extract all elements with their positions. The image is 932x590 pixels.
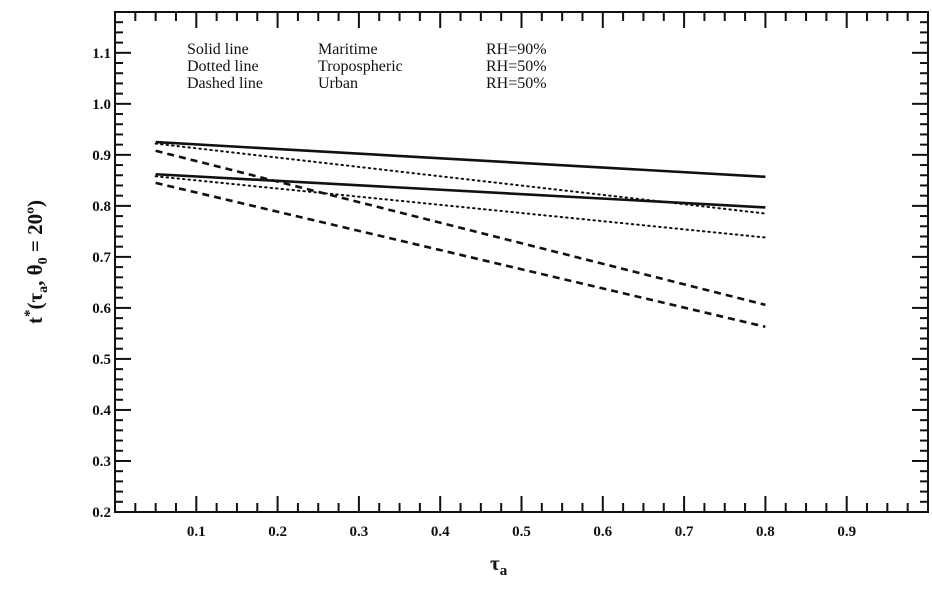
legend-rh: RH=50% <box>486 75 547 92</box>
legend-model: Tropospheric <box>318 58 403 75</box>
series-line-solid-1 <box>155 172 766 209</box>
legend-rh: RH=50% <box>486 58 547 75</box>
legend-style: Dashed line <box>187 75 263 92</box>
y-tick-label: 0.9 <box>92 148 111 164</box>
y-axis-title: t*(τa, θ0 = 20º) <box>22 200 51 324</box>
series-line-dotted-2 <box>154 142 767 215</box>
x-axis-title-main: τ <box>490 551 500 575</box>
y-tick-label: 0.4 <box>92 403 111 419</box>
y-title-tau-sub: a <box>36 286 51 293</box>
legend-model: Maritime <box>318 41 378 58</box>
x-tick-label: 0.2 <box>268 524 287 540</box>
series-line-dotted-3 <box>154 175 767 239</box>
series-lines <box>154 140 767 329</box>
x-tick-label: 0.3 <box>350 524 369 540</box>
legend-style: Solid line <box>187 41 249 58</box>
y-tick-label: 0.8 <box>92 199 111 215</box>
legend: Solid line Maritime RH=90% Dotted line Tropo… <box>187 41 547 92</box>
x-tick-label: 0.5 <box>512 524 531 540</box>
y-tick-label: 1.1 <box>92 46 111 62</box>
y-title-open: (τ <box>23 293 47 310</box>
x-tick-label: 0.7 <box>675 524 694 540</box>
y-tick-label: 0.7 <box>92 250 111 266</box>
x-tick-label: 0.4 <box>431 524 450 540</box>
x-tick-label: 0.9 <box>837 524 856 540</box>
x-tick-label: 0.6 <box>593 524 612 540</box>
series-line-dashed-5 <box>155 181 766 329</box>
y-tick-label: 0.6 <box>92 301 111 317</box>
legend-rh: RH=90% <box>486 41 547 58</box>
y-title-rest: = 20º) <box>23 200 47 257</box>
y-title-mid: , θ <box>23 264 47 286</box>
y-tick-label: 0.2 <box>92 505 111 521</box>
series-line-dashed-4 <box>155 149 766 307</box>
y-tick-label: 0.3 <box>92 454 111 470</box>
y-tick-label: 0.5 <box>92 352 111 368</box>
tick-labels: 0.1 0.2 0.3 0.4 0.5 0.6 0.7 0.8 0.9 0.2 0.3 0.4 0.5 0… <box>92 46 856 540</box>
x-tick-label: 0.1 <box>187 524 206 540</box>
y-tick-label: 1.0 <box>92 97 111 113</box>
legend-style: Dotted line <box>187 58 259 75</box>
axis-ticks <box>115 12 928 512</box>
y-title-t: t <box>23 317 47 324</box>
x-axis-title-sub: a <box>500 563 508 579</box>
x-tick-label: 0.8 <box>756 524 775 540</box>
y-title-theta-sub: 0 <box>36 257 51 264</box>
y-title-star: * <box>22 310 38 318</box>
x-axis-title: τa <box>490 551 508 579</box>
series-line-solid-0 <box>155 140 766 179</box>
legend-model: Urban <box>318 75 358 92</box>
